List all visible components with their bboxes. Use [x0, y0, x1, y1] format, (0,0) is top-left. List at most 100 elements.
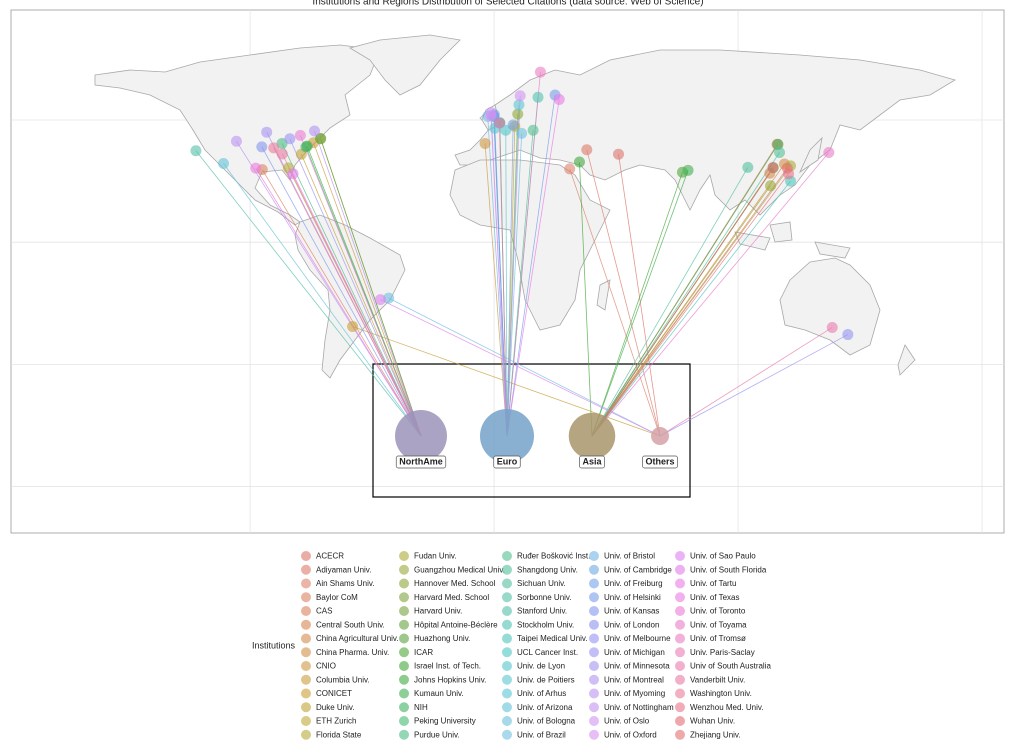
connector [300, 154, 422, 437]
legend-swatch [301, 716, 311, 726]
institution-point [534, 66, 546, 78]
connector [261, 169, 422, 437]
legend-swatch [502, 578, 512, 589]
institution-point [682, 164, 694, 176]
connector [591, 152, 780, 437]
new-zealand [897, 344, 916, 376]
institution-point [268, 142, 280, 154]
legend-swatch [589, 702, 599, 713]
legend-label: NIH [414, 703, 428, 712]
legend-swatch [589, 688, 599, 699]
connector [591, 152, 830, 437]
legend-swatch [301, 688, 311, 699]
legend-label: Sichuan Univ. [517, 579, 566, 588]
legend-label: Univ. of London [604, 620, 659, 629]
connector [586, 149, 661, 437]
institution-point [507, 119, 519, 131]
institution-point [479, 137, 491, 149]
legend-swatch [502, 661, 512, 671]
legend-label: Stockholm Univ. [517, 620, 574, 629]
legend-swatch [675, 551, 685, 561]
legend-label: Baylor CoM [316, 593, 358, 602]
legend-label: Fudan Univ. [414, 552, 457, 561]
legend-swatch [675, 592, 685, 603]
legend-swatch [399, 606, 409, 616]
institution-point [527, 124, 539, 136]
legend-label: Univ. of Helsinki [604, 593, 661, 602]
legend-label: Univ. of Arhus [517, 689, 566, 698]
legend-swatch [675, 674, 685, 685]
institution-point [250, 162, 262, 174]
legend-swatch [399, 702, 409, 713]
connector [289, 138, 422, 437]
institution-point [218, 157, 230, 169]
legend-swatch [301, 647, 311, 658]
legend-swatch [675, 633, 685, 644]
institution-point [485, 110, 497, 122]
legend-label: Univ. of Nottingham [604, 703, 674, 712]
legend-label: China Pharma. Univ. [316, 648, 389, 657]
institution-point [347, 320, 359, 332]
legend-label: Hannover Med. School [414, 579, 496, 588]
institution-point [742, 161, 754, 173]
connector [388, 297, 661, 437]
institution-point [564, 163, 576, 175]
connector [255, 167, 422, 437]
north-america [94, 44, 381, 226]
legend-swatch [589, 674, 599, 685]
legend-swatch [399, 716, 409, 726]
connector [591, 144, 779, 437]
institution-point [513, 99, 525, 111]
connector [484, 143, 508, 437]
legend-label: Univ. of Bristol [604, 552, 655, 561]
legend-label: Univ. of Brazil [517, 730, 566, 739]
connector [273, 147, 422, 437]
region-bubble [480, 409, 534, 463]
legend-label: Guangzhou Medical Univ. [414, 565, 505, 574]
greenland [348, 34, 461, 96]
connector [499, 123, 508, 437]
legend-swatch [301, 606, 311, 616]
institution-point [294, 129, 306, 141]
institution-point [774, 146, 786, 158]
legend-label: China Agricultural Univ. [316, 634, 399, 643]
region-bubbles: NorthAme Euro Asia Others [395, 409, 678, 469]
institution-point [573, 156, 585, 168]
legend-label: Peking University [414, 717, 476, 726]
connector [591, 180, 791, 437]
region-label-box [642, 455, 678, 469]
connector [659, 334, 849, 437]
connector [506, 94, 556, 437]
institution-point [315, 133, 327, 145]
legend-swatch [502, 716, 512, 726]
connector [659, 327, 833, 437]
legend-label: Hôpital Antoine-Béclère [414, 620, 498, 629]
connector [618, 154, 661, 437]
legend-swatch [399, 578, 409, 589]
institution-point [512, 108, 524, 120]
legend-label: Ruđer Bošković Inst. [517, 552, 590, 561]
connector [591, 185, 771, 437]
legend-swatch [675, 606, 685, 616]
connector [487, 116, 508, 437]
legend-label: Univ. de Poitiers [517, 675, 575, 684]
region-label: Euro [497, 456, 518, 466]
connector [320, 138, 422, 437]
region-label-box [395, 455, 447, 469]
institution-point [300, 141, 312, 153]
madagascar [596, 279, 611, 311]
legend-label: Univ. of Tartu [690, 579, 736, 588]
institution-point [287, 168, 299, 180]
connector [506, 133, 523, 437]
legend-swatch [502, 702, 512, 713]
legend-swatch [301, 674, 311, 685]
legend-swatch [675, 661, 685, 671]
connector [569, 168, 661, 437]
region-label: Asia [582, 456, 602, 466]
legend-label: Univ. of Bologna [517, 717, 576, 726]
legend-label: Univ. of Cambridge [604, 565, 672, 574]
connector [506, 95, 521, 437]
legend-label: Univ. of Michigan [604, 648, 665, 657]
legend-label: Harvard Med. School [414, 593, 489, 602]
